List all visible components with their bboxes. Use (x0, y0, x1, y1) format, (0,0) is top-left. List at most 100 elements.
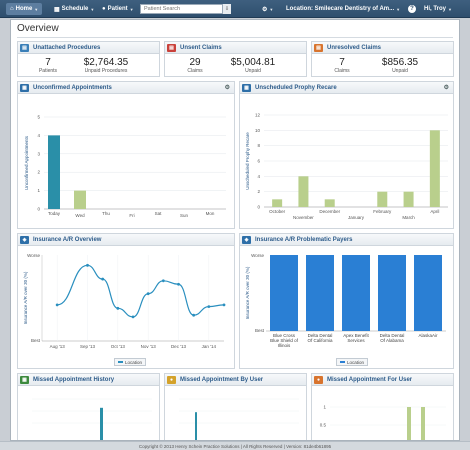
home-label: Home (15, 6, 33, 12)
stat-value: 29 (189, 57, 201, 68)
patients-stat: 7 Patients (30, 57, 66, 74)
y-axis-label: Insurance A/R over 30 (%) (245, 266, 250, 319)
search-icon: ⇩ (224, 6, 230, 12)
unscheduled-prophy-chart: 0 2 4 6 8 10 12 Unscheduled Prophy Recare Octobe… (245, 113, 448, 220)
gear-icon[interactable]: ⚙ (224, 85, 230, 91)
claims-stat: 7 Claims (324, 57, 360, 74)
stat-label: Unpaid Procedures (84, 68, 128, 74)
insurance-ar-payers-card: ◈ Insurance A/R Problematic Payers Worse… (239, 233, 454, 369)
claim-icon: ▤ (167, 44, 176, 52)
legend-swatch (340, 361, 345, 363)
card-header: ● Missed Appointment For User (312, 374, 453, 386)
unscheduled-prophy-card: ▦ Unscheduled Prophy Recare ⚙ 0 2 4 6 8 10 12 U… (239, 81, 454, 229)
card-header: ● Missed Appointment By User (165, 374, 306, 386)
shield-icon: ◈ (242, 236, 251, 244)
x-tick-label: Delta Dental Of Alabama (380, 333, 405, 343)
unattached-procedures-card[interactable]: ▤ Unattached Procedures 7 Patients $2,76… (17, 41, 160, 77)
bar (414, 255, 442, 331)
patient-label: Patient (107, 6, 128, 12)
bar (272, 199, 283, 207)
missed-by-user-chart (179, 398, 299, 440)
data-point (207, 305, 211, 308)
x-tick-label: Thu (102, 211, 110, 216)
search-go-button[interactable]: ⇩ (222, 4, 231, 14)
label-line: Delta Dental (308, 333, 333, 338)
y-tick-label: 2 (37, 170, 40, 175)
y-tick-label: 0.5 (320, 423, 327, 428)
insurance-ar-payers-chart: Worse Best Insurance A/R over 30 (%) Blue C… (245, 253, 446, 348)
stat-label: Patients (38, 68, 58, 74)
y-tick-label: 5 (37, 115, 40, 120)
calendar-icon: ▦ (242, 84, 251, 92)
label-line: Illinois (278, 343, 291, 348)
top-nav-bar: ⌂ Home ▼ ▦ Schedule ▼ ● Patient ▼ ⇩ ⚙ ▼ … (0, 0, 470, 18)
insurance-ar-overview-card: ◈ Insurance A/R Overview Worse Best Insura… (17, 233, 235, 369)
x-tick-label: January (348, 215, 365, 220)
unconfirmed-appointments-card: ▦ Unconfirmed Appointments ⚙ 0 1 2 3 4 5 Uncon… (17, 81, 235, 229)
card-header: ▦ Unscheduled Prophy Recare ⚙ (240, 82, 453, 94)
chevron-down-icon: ▼ (396, 6, 401, 12)
stat-value: $856.35 (381, 57, 419, 68)
help-icon[interactable]: ? (408, 5, 416, 13)
bar (407, 407, 411, 440)
x-tick-label: AlaskaAir (418, 333, 438, 338)
schedule-label: Schedule (61, 6, 89, 12)
card-title: Insurance A/R Problematic Payers (255, 236, 353, 243)
bar (270, 255, 298, 331)
location-label: Location: Smilecare Dentistry of Am... (286, 6, 395, 12)
stat-value: 7 (45, 57, 51, 68)
patient-search-input[interactable] (140, 4, 230, 14)
settings-menu-button[interactable]: ⚙ ▼ (258, 3, 277, 15)
claims-stat: 29 Claims (177, 57, 213, 74)
chart-legend: Location (114, 358, 147, 366)
user-menu-button[interactable]: Hi, Troy ▼ (420, 3, 456, 15)
location-selector[interactable]: Location: Smilecare Dentistry of Am... ▼ (282, 3, 404, 15)
y-tick-label: 8 (257, 143, 260, 148)
unsent-claims-card[interactable]: ▤ Unsent Claims 29 Claims $5,004.81 Unpa… (164, 41, 307, 77)
label-line: Delta Dental (380, 333, 405, 338)
y-tick-label: 4 (257, 174, 260, 179)
x-tick-label: April (430, 209, 439, 214)
data-point (146, 292, 150, 296)
x-tick-label: Mon (206, 211, 215, 216)
card-title: Unattached Procedures (33, 44, 101, 51)
x-tick-label: Delta Dental Of California (307, 333, 333, 343)
y-tick-label: 4 (37, 133, 40, 138)
unresolved-claims-card[interactable]: ▤ Unresolved Claims 7 Claims $856.35 Unp… (311, 41, 454, 77)
card-title: Missed Appointment For User (327, 376, 413, 383)
y-axis-label: Unscheduled Prophy Recare (245, 132, 250, 190)
x-tick-label: Nov '13 (141, 344, 157, 349)
bar (306, 255, 334, 331)
y-tick-label: 2 (257, 189, 260, 194)
data-point (86, 263, 89, 267)
x-tick-label: Blue Cross Blue Shield of Illinois (270, 333, 299, 348)
footer: Copyright © 2013 Henry Schein Practice S… (0, 441, 470, 450)
patient-nav-button[interactable]: ● Patient ▼ (98, 3, 138, 15)
x-tick-label: Today (48, 211, 61, 216)
gear-icon[interactable]: ⚙ (443, 85, 449, 91)
calendar-icon: ▦ (20, 84, 29, 92)
y-tick-label: 3 (37, 151, 40, 156)
y-axis-label: Unconfirmed Appointments (24, 135, 29, 190)
calendar-icon: ▦ (20, 376, 29, 384)
stat-label: Claims (187, 68, 203, 74)
data-point (222, 303, 226, 307)
y-tick-label: 12 (255, 113, 261, 118)
schedule-nav-button[interactable]: ▦ Schedule ▼ (50, 3, 98, 15)
y-tick-label: 0 (37, 207, 40, 212)
x-tick-label: Aug '13 (50, 344, 66, 349)
overview-panel: Overview ▤ Unattached Procedures 7 Patie… (10, 19, 460, 441)
shield-icon: ◈ (20, 236, 29, 244)
person-icon: ● (167, 376, 176, 384)
x-tick-label: Apex Benefit Services (343, 333, 369, 343)
bar (195, 412, 197, 440)
bar (48, 135, 60, 209)
data-point (177, 282, 180, 286)
home-nav-button[interactable]: ⌂ Home ▼ (6, 3, 43, 15)
label-line: Services (347, 338, 365, 343)
data-point (161, 279, 165, 283)
stat-value: $2,764.35 (83, 57, 129, 68)
gear-icon: ⚙ (262, 6, 268, 13)
card-header: ▤ Unattached Procedures (18, 42, 159, 54)
stat-label: Unpaid (245, 68, 261, 74)
